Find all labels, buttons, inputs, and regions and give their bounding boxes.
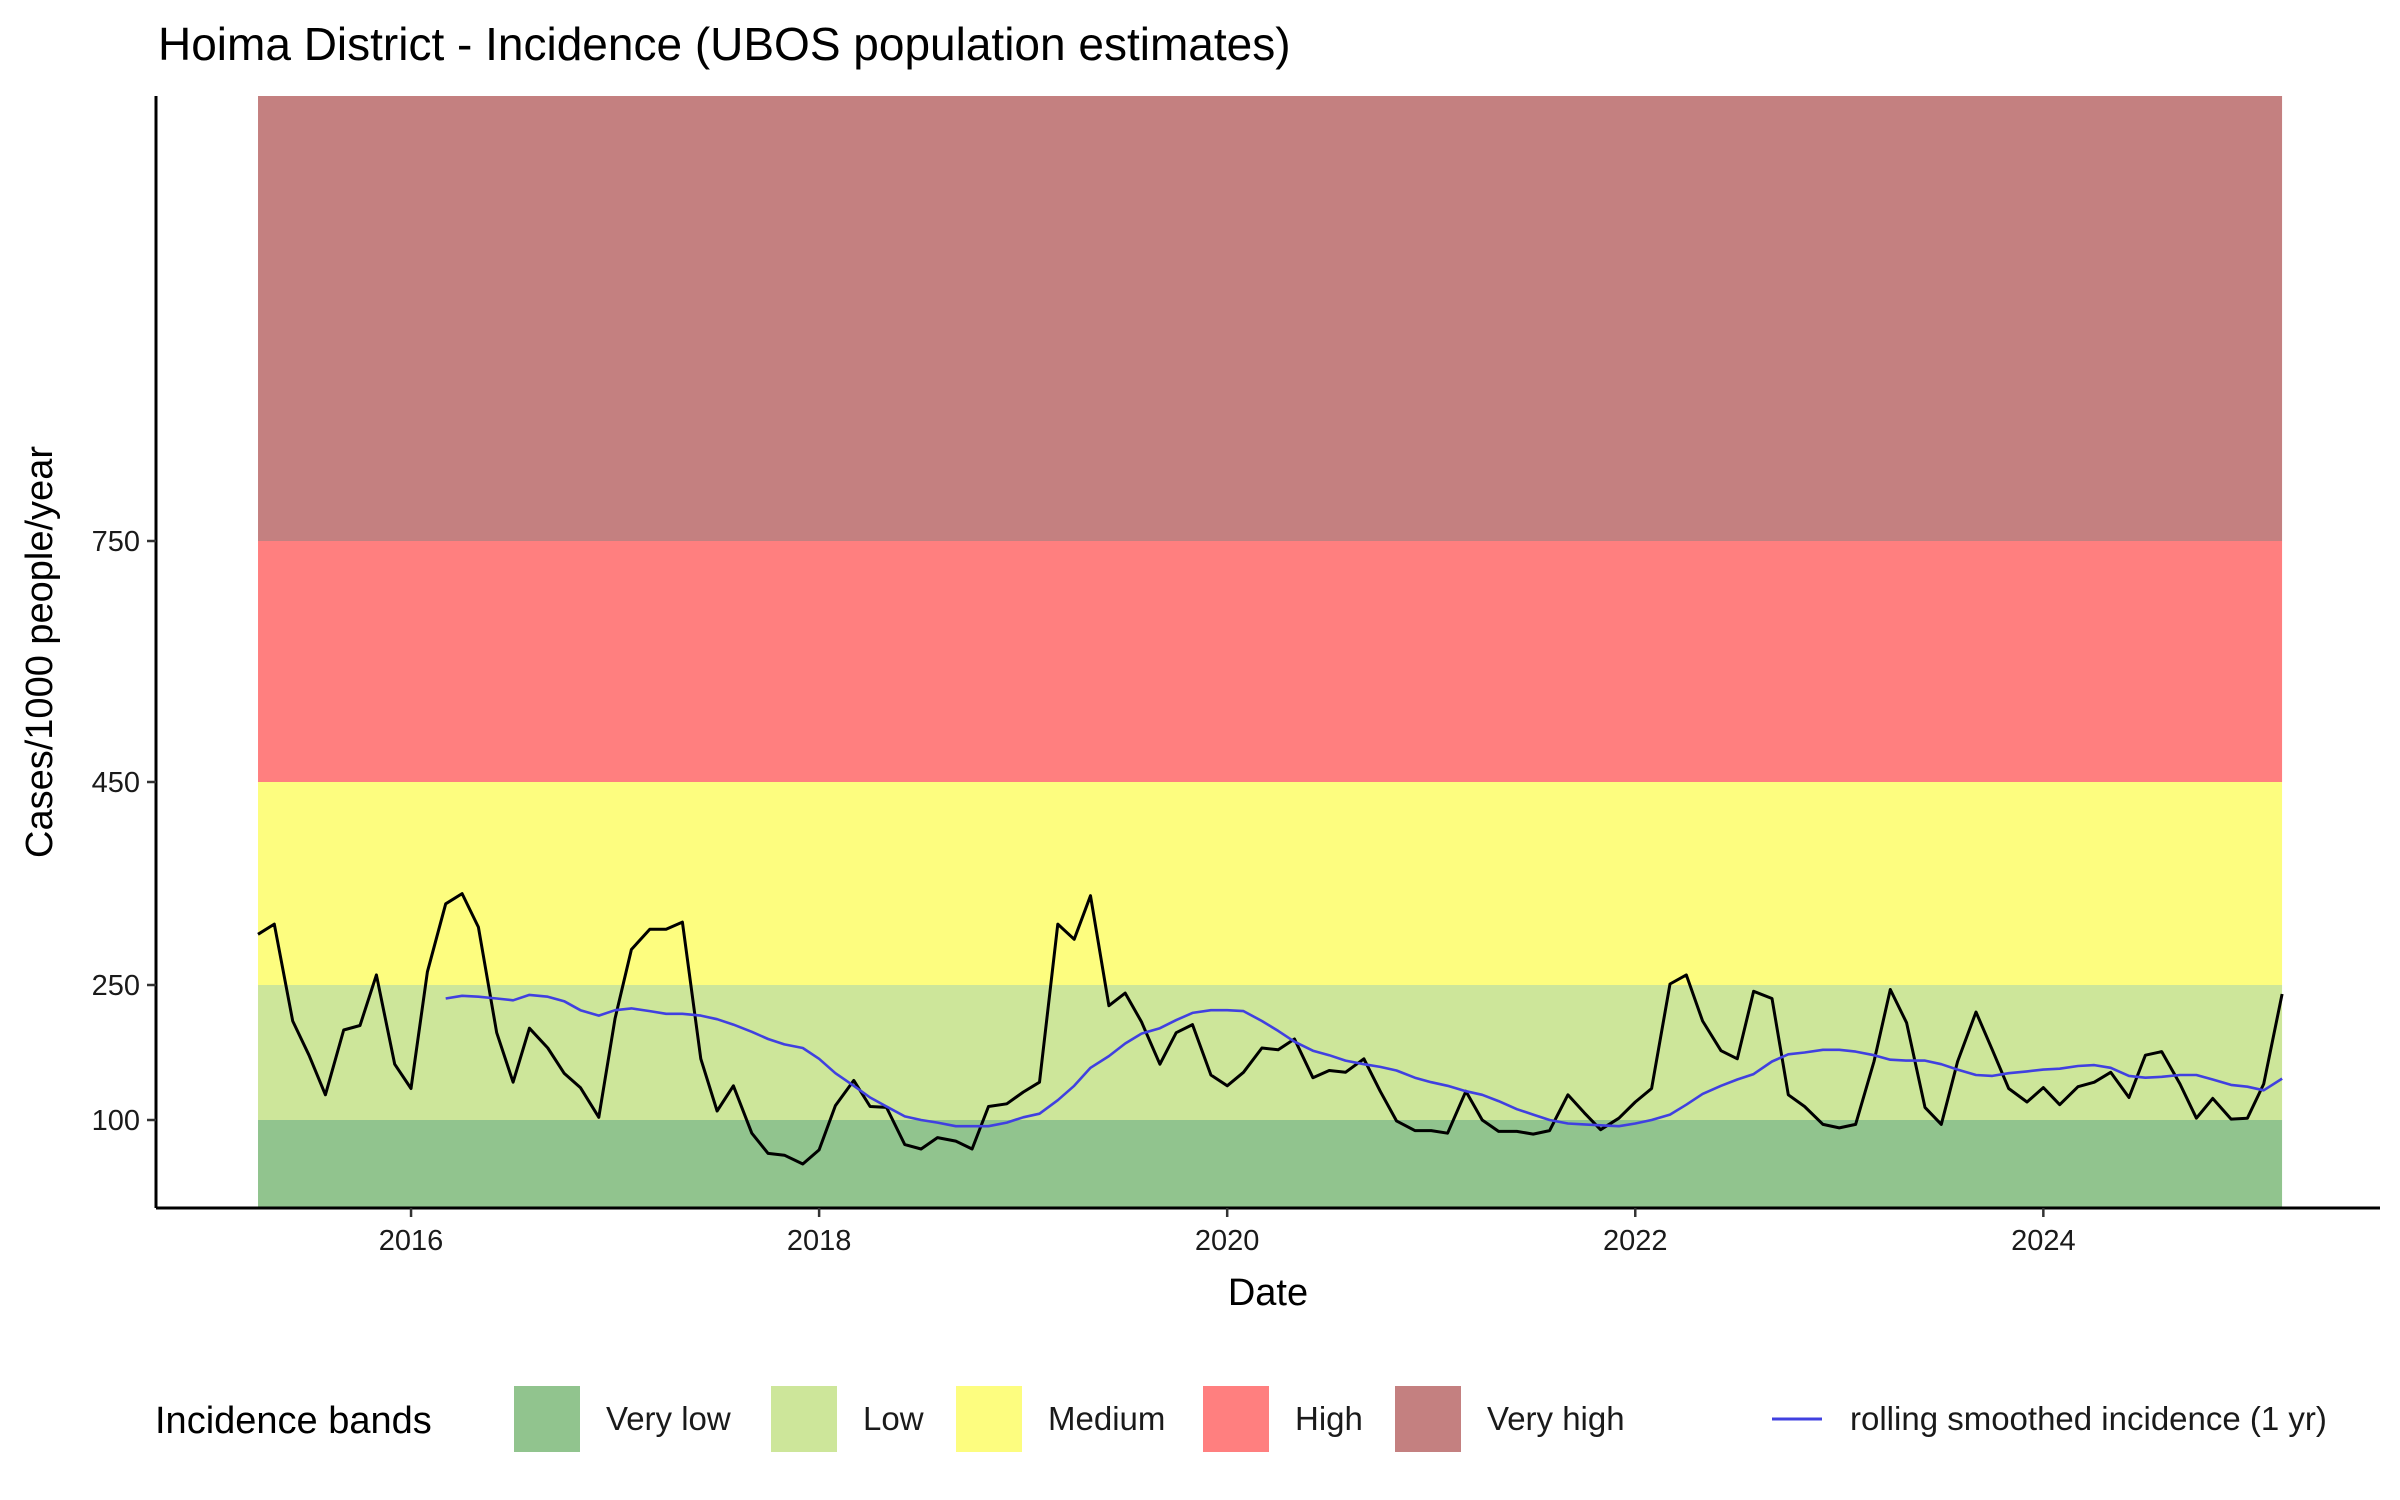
legend-label-very-high: Very high (1487, 1400, 1625, 1437)
legend-label-medium: Medium (1048, 1400, 1165, 1437)
legend-swatch-very-low (514, 1386, 580, 1452)
series-rolling-smoothed-incidence-1-yr (445, 993, 2283, 1128)
y-tick-label: 100 (92, 1105, 140, 1137)
y-tick-label: 450 (92, 767, 140, 799)
band-medium (258, 782, 2283, 985)
incidence-bands (258, 96, 2283, 1208)
series-monthly-incidence (257, 892, 2284, 1166)
legend-label-high: High (1295, 1400, 1363, 1437)
legend-title: Incidence bands (155, 1400, 432, 1442)
legend-swatch-high (1203, 1386, 1269, 1452)
x-axis-title: Date (1228, 1272, 1308, 1314)
legend-swatch-medium (956, 1386, 1022, 1452)
legend-label-very-low: Very low (606, 1400, 731, 1437)
x-tick-label: 2022 (1603, 1225, 1668, 1257)
legend-swatch-low (771, 1386, 837, 1452)
legend-label-rolling-smoothed: rolling smoothed incidence (1 yr) (1850, 1400, 2327, 1437)
x-tick-label: 2016 (379, 1225, 444, 1257)
chart-title: Hoima District - Incidence (UBOS populat… (158, 18, 1291, 70)
legend-swatch-very-high (1395, 1386, 1461, 1452)
x-tick-label: 2018 (787, 1225, 852, 1257)
band-low (258, 985, 2283, 1120)
legend-label-low: Low (863, 1400, 924, 1437)
x-tick-label: 2020 (1195, 1225, 1260, 1257)
x-tick-label: 2024 (2011, 1225, 2076, 1257)
x-axis-ticks: 2016 2018 2020 2022 2024 (379, 1208, 2076, 1257)
y-axis-ticks: 100 250 450 750 (92, 526, 156, 1137)
y-tick-label: 750 (92, 526, 140, 558)
band-high (258, 541, 2283, 782)
y-tick-label: 250 (92, 970, 140, 1002)
series-lines (257, 892, 2284, 1166)
band-very-low (258, 1120, 2283, 1208)
y-axis-title: Cases/1000 people/year (19, 446, 61, 858)
legend: Very low Low Medium High Very high rolling sm… (514, 1386, 2327, 1452)
band-very-high (258, 96, 2283, 541)
